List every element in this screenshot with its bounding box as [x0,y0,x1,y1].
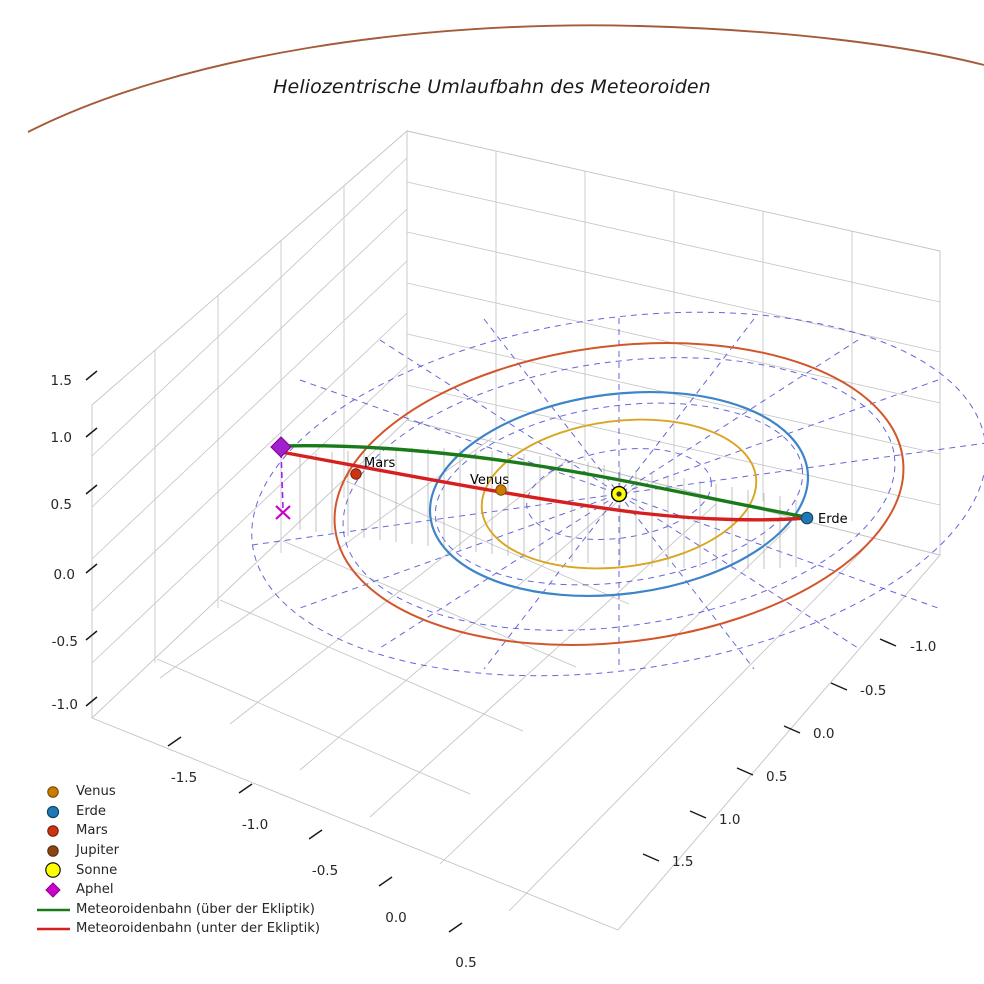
venus-marker [495,484,507,496]
legend-line-above-ecliptic-icon [34,900,76,920]
legend-label: Meteoroidenbahn (unter der Ekliptik) [76,921,321,937]
legend-label: Erde [76,803,107,819]
z-tick-label-1: 1.0 [51,430,72,446]
legend-line-below-ecliptic-icon [34,919,76,939]
sonne-marker [610,485,628,503]
z-axis-ticks [85,370,98,707]
legend-label: Aphel [76,882,114,898]
legend-label: Sonne [76,862,118,878]
mars-marker [350,468,362,480]
meteoroid-orbit-below-ecliptic [279,450,808,522]
legend-row[interactable]: Aphel [34,880,334,900]
y-tick-label-3: 0.0 [385,910,406,926]
erde-marker [800,511,814,525]
aphel-marker [270,436,292,458]
legend-marker-mars-icon [34,821,76,841]
legend-label: Meteoroidenbahn (über der Ekliptik) [76,901,315,917]
y-tick-label-0: -1.5 [171,770,197,786]
x-tick-label-2: 0.0 [813,726,834,742]
legend-marker-jupiter-icon [34,841,76,861]
body-label-venus: Venus [470,473,509,488]
earth-orbit [428,390,810,598]
z-tick-label-3: 0.0 [54,567,75,583]
legend-row[interactable]: Sonne [34,860,334,880]
z-tick-label-2: 0.5 [51,497,72,513]
floor-gridlines [156,437,866,912]
meteoroid-orbit-above-ecliptic [279,444,808,519]
left-pane-gridlines [91,157,408,664]
body-label-erde: Erde [818,512,848,527]
z-tick-label-5: -1.0 [52,697,78,713]
legend-row[interactable]: Jupiter [34,841,334,861]
aphel-projection-x-icon [275,505,291,520]
x-tick-label-3: 0.5 [766,769,787,785]
x-tick-label-0: -1.0 [910,639,936,655]
z-tick-label-0: 1.5 [51,373,72,389]
legend-row[interactable]: Meteoroidenbahn (unter der Ekliptik) [34,919,334,939]
legend-marker-venus-icon [34,782,76,802]
legend-marker-sonne-icon [34,860,76,880]
x-axis-ticks [642,638,897,862]
chart-title: Heliozentrische Umlaufbahn des Meteoroid… [273,76,711,98]
legend-row[interactable]: Venus [34,782,334,802]
y-tick-label-4: 0.5 [455,955,476,971]
legend-row[interactable]: Mars [34,821,334,841]
back-pane-gridlines [406,151,941,521]
legend-marker-erde-icon [34,802,76,822]
legend-row[interactable]: Meteoroidenbahn (über der Ekliptik) [34,900,334,920]
jupiter-orbit [27,24,984,133]
x-tick-label-5: 1.5 [672,854,693,870]
y-tick-label-1: -1.0 [242,817,268,833]
x-tick-label-4: 1.0 [719,812,740,828]
legend-label: Jupiter [76,843,119,859]
legend-marker-aphel-icon [34,880,76,900]
z-tick-label-4: -0.5 [52,634,78,650]
venus-orbit [480,418,758,570]
legend-label: Mars [76,823,108,839]
x-tick-label-1: -0.5 [860,683,886,699]
plot-legend: Venus Erde Mars Jupiter Sonne Aphel Meteoroide… [34,782,334,939]
legend-label: Venus [76,784,116,800]
y-tick-label-2: -0.5 [312,863,338,879]
y-axis-ticks [167,736,463,933]
mars-orbit [333,342,905,646]
legend-row[interactable]: Erde [34,802,334,822]
body-label-mars: Mars [364,456,396,471]
